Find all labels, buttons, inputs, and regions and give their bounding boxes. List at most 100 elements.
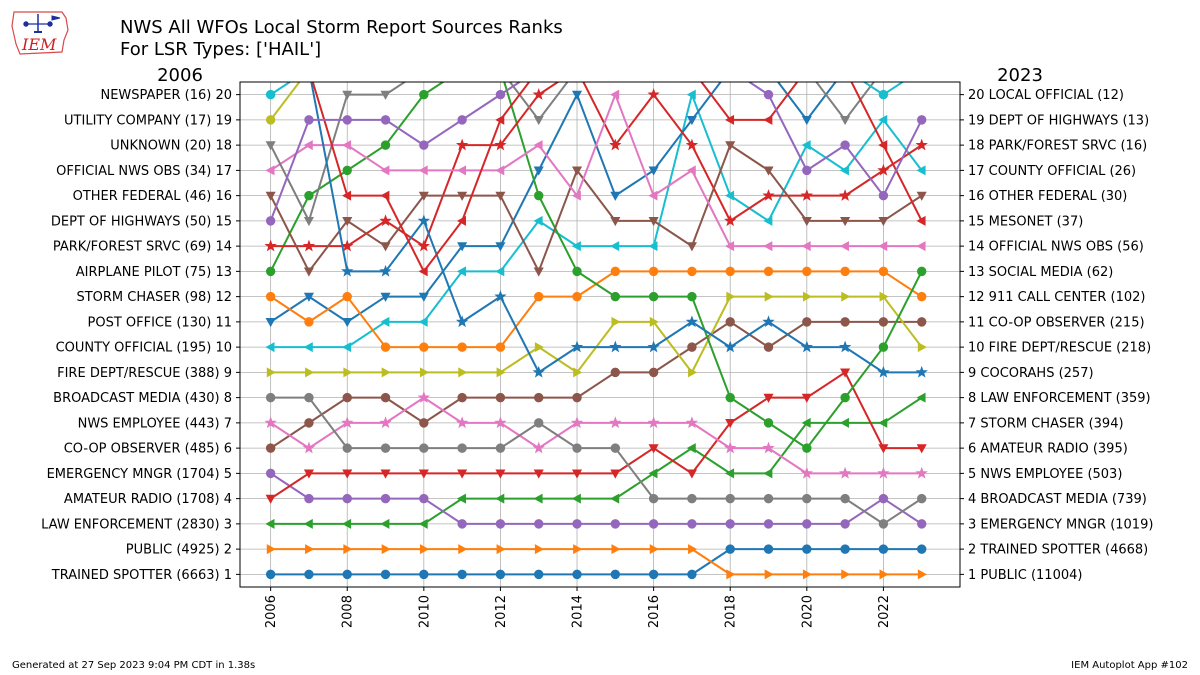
data-point [763, 114, 773, 125]
data-point [457, 191, 468, 201]
right-rank-label: 3 EMERGENCY MNGR (1019) [968, 517, 1153, 532]
data-point [763, 418, 774, 428]
data-point [609, 340, 622, 353]
series-15 [265, 89, 926, 252]
series-line [270, 82, 923, 248]
data-point [342, 291, 352, 302]
right-rank-label: 6 AMATEUR RADIO (395) [968, 442, 1128, 457]
data-point [534, 392, 544, 403]
data-point [800, 189, 813, 201]
chart-title-line2: For LSR Types: ['HAIL'] [120, 39, 322, 60]
data-point [341, 239, 354, 252]
right-rank-label: 10 FIRE DEPT/RESCUE (218) [968, 341, 1151, 356]
x-tick-label: 2020 [800, 595, 815, 628]
data-point [380, 443, 391, 453]
data-point [878, 317, 889, 327]
data-point [572, 443, 582, 453]
right-rank-label: 12 911 CALL CENTER (102) [968, 290, 1146, 305]
data-point [725, 419, 736, 429]
right-rank-label: 4 BROADCAST MEDIA (739) [968, 492, 1147, 507]
data-point [457, 392, 467, 403]
data-point [878, 217, 889, 227]
right-rank-label: 16 OTHER FEDERAL (30) [968, 189, 1127, 204]
iem-logo: IEM [11, 11, 69, 55]
data-point [380, 569, 391, 580]
data-point [264, 416, 277, 429]
series-6 [264, 391, 928, 479]
data-point [303, 292, 314, 302]
series-line [270, 548, 922, 576]
data-point [571, 190, 581, 201]
data-point [726, 291, 736, 302]
data-point [800, 466, 813, 479]
data-point [265, 443, 276, 453]
data-point [379, 264, 392, 277]
data-point [762, 189, 775, 201]
data-point [265, 569, 276, 580]
data-point [381, 367, 391, 378]
data-point [917, 569, 927, 580]
x-tick-label: 2022 [877, 595, 892, 628]
series-18 [265, 82, 905, 100]
data-point [877, 365, 890, 378]
data-point [838, 189, 852, 201]
data-point [304, 190, 314, 201]
series-17 [265, 82, 301, 125]
data-point [725, 141, 736, 151]
data-point [841, 569, 851, 580]
data-point [380, 316, 390, 327]
right-rank-label: 18 PARK/FOREST SRVC (16) [968, 139, 1147, 154]
data-point [495, 266, 505, 277]
data-point [764, 291, 774, 302]
data-point [571, 241, 581, 252]
series-line [270, 371, 922, 500]
data-point [419, 493, 429, 504]
data-point [380, 292, 391, 302]
data-point [342, 140, 352, 151]
data-point [495, 242, 506, 252]
data-point [878, 140, 888, 151]
data-point [265, 318, 276, 328]
data-point [304, 392, 314, 403]
data-point [800, 340, 813, 353]
left-rank-label: TRAINED SPOTTER (6663) 1 [51, 568, 232, 583]
data-point [342, 342, 352, 353]
axes: TRAINED SPOTTER (6663) 1 PUBLIC (4925) 2 L… [41, 65, 1153, 628]
data-point [304, 115, 314, 125]
data-point [801, 140, 811, 151]
data-point [456, 165, 466, 176]
data-point [878, 114, 888, 125]
data-point [495, 392, 506, 403]
right-rank-label: 20 LOCAL OFFICIAL (12) [968, 88, 1124, 103]
data-point [572, 519, 582, 529]
data-point [878, 241, 888, 252]
data-point [915, 138, 928, 151]
data-point [534, 544, 544, 555]
data-point [763, 493, 774, 504]
right-rank-label: 14 OFFICIAL NWS OBS (56) [968, 240, 1144, 255]
data-point [725, 493, 735, 504]
data-point [802, 291, 813, 302]
series-line [270, 472, 923, 525]
series-21 [265, 82, 927, 226]
x-tick-label: 2008 [341, 595, 356, 628]
data-point [265, 392, 276, 403]
data-point [686, 242, 697, 252]
data-point [379, 416, 392, 429]
data-point [494, 138, 507, 151]
data-point [265, 216, 276, 226]
left-rank-label: OTHER FEDERAL (46) 16 [73, 189, 232, 204]
series-19 [310, 82, 928, 378]
data-point [838, 340, 852, 353]
data-point [840, 519, 850, 529]
data-point [840, 317, 850, 327]
data-point [762, 441, 775, 454]
data-point [265, 518, 275, 529]
data-point [572, 266, 582, 277]
data-point [457, 443, 467, 453]
data-point [418, 292, 429, 302]
data-point [763, 166, 774, 176]
right-rank-label: 13 SOCIAL MEDIA (62) [968, 265, 1113, 280]
data-point [725, 266, 735, 277]
